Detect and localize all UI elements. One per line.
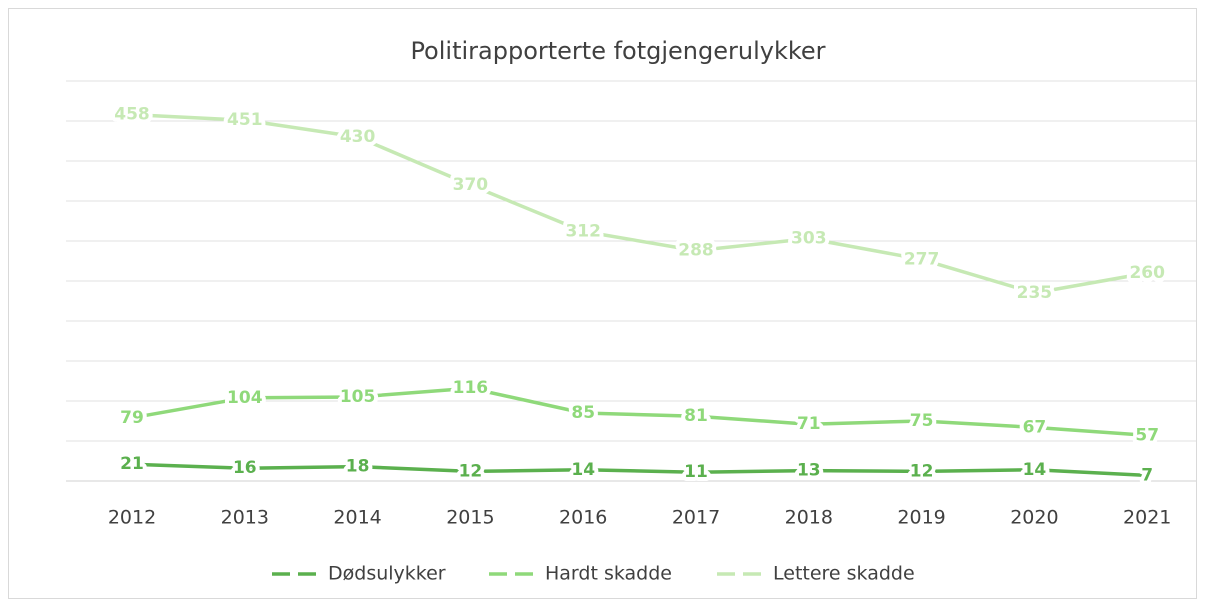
x-tick-label: 2016 <box>559 507 607 529</box>
data-label: 79 <box>120 408 144 428</box>
data-label: 14 <box>571 460 595 480</box>
data-label: 312 <box>565 221 601 241</box>
data-label: 116 <box>453 378 489 398</box>
data-label: 235 <box>1017 283 1053 303</box>
x-tick-label: 2015 <box>446 507 494 529</box>
data-label: 14 <box>1023 460 1047 480</box>
series-line <box>130 112 1149 295</box>
data-label: 75 <box>910 411 934 431</box>
data-label: 451 <box>227 110 263 130</box>
data-label: 430 <box>340 127 376 147</box>
data-label: 303 <box>791 229 827 249</box>
series-line <box>130 386 1149 438</box>
data-label: 370 <box>453 175 489 195</box>
data-label: 18 <box>346 457 370 477</box>
data-label: 12 <box>459 461 483 481</box>
data-label: 85 <box>571 403 595 423</box>
chart-title: Politirapporterte fotgjengerulykker <box>410 37 825 65</box>
data-label: 21 <box>120 454 144 474</box>
chart-border <box>8 8 1197 599</box>
x-tick-label: 2012 <box>108 507 156 529</box>
x-tick-label: 2018 <box>785 507 833 529</box>
data-label: 67 <box>1023 417 1047 437</box>
data-label: 13 <box>797 461 821 481</box>
data-label: 104 <box>227 388 263 408</box>
data-label: 105 <box>340 387 376 407</box>
data-label: 12 <box>910 461 934 481</box>
legend-label: Dødsulykker <box>328 563 446 585</box>
data-label: 458 <box>114 105 150 125</box>
data-label: 7 <box>1141 465 1153 485</box>
x-tick-label: 2020 <box>1010 507 1058 529</box>
data-label: 277 <box>904 249 940 269</box>
series-line <box>130 462 1149 478</box>
x-tick-label: 2021 <box>1123 507 1171 529</box>
x-tick-label: 2013 <box>221 507 269 529</box>
x-tick-label: 2019 <box>897 507 945 529</box>
data-label: 57 <box>1135 425 1159 445</box>
data-label: 81 <box>684 406 708 426</box>
data-label: 288 <box>678 241 714 261</box>
data-label: 260 <box>1129 263 1165 283</box>
x-tick-label: 2017 <box>672 507 720 529</box>
legend-label: Hardt skadde <box>545 563 672 585</box>
data-label: 16 <box>233 458 257 478</box>
legend-label: Lettere skadde <box>773 563 915 585</box>
x-tick-label: 2014 <box>333 507 381 529</box>
data-label: 11 <box>684 462 708 482</box>
data-label: 71 <box>797 414 821 434</box>
